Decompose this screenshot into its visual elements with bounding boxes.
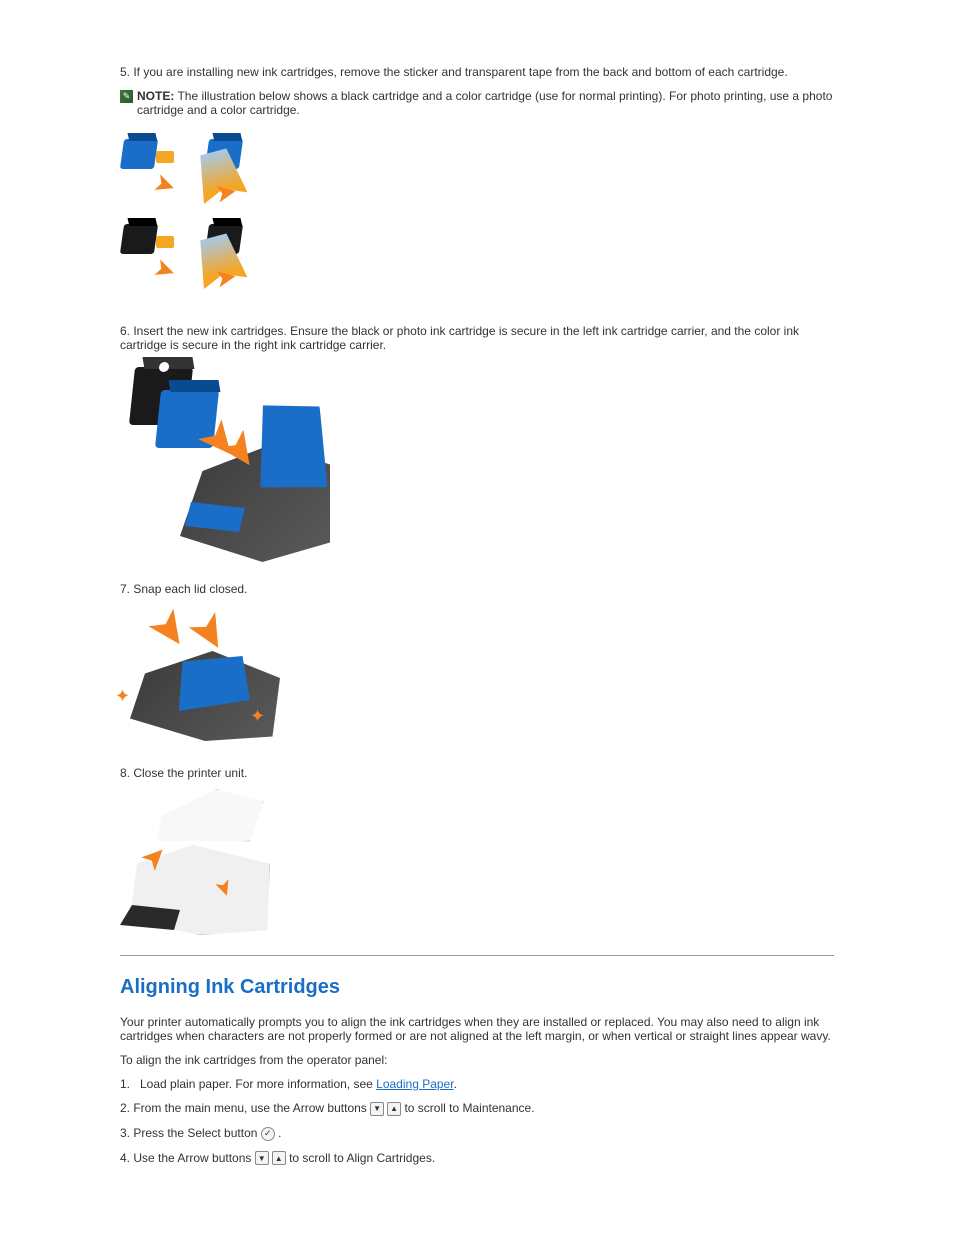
arrow-up-icon: ▲ — [272, 1151, 286, 1165]
section-heading: Aligning Ink Cartridges — [120, 976, 834, 999]
step2-text-b: to scroll to Maintenance. — [404, 1101, 534, 1115]
arrow-down-icon: ▼ — [370, 1102, 384, 1116]
insert-cartridge-illustration: ➤ ➤ — [120, 362, 834, 572]
close-printer-illustration: ➤ ➤ — [120, 790, 834, 935]
step4-text-b: to scroll to Align Cartridges. — [289, 1151, 435, 1165]
align-step1: 1. Load plain paper. For more informatio… — [120, 1077, 834, 1091]
arrow-down-icon: ▼ — [255, 1151, 269, 1165]
snap-lid-illustration: ➤ ➤ ✦ ✦ — [120, 606, 834, 756]
section-divider — [120, 955, 834, 956]
align-step4: 4. Use the Arrow buttons ▼ ▲ to scroll t… — [120, 1151, 834, 1166]
note-text: NOTE: The illustration below shows a bla… — [137, 89, 834, 117]
note-row: ✎ NOTE: The illustration below shows a b… — [120, 89, 834, 117]
tape-removal-illustration: ➤ ➤ ➤ ➤ — [120, 129, 834, 314]
arrow-buttons: ▼ ▲ — [370, 1102, 401, 1116]
arrow-buttons-2: ▼ ▲ — [255, 1151, 286, 1165]
step2-text-a: 2. From the main menu, use the Arrow but… — [120, 1101, 370, 1115]
note-label: NOTE: — [137, 89, 174, 103]
step3-text-a: 3. Press the Select button — [120, 1126, 261, 1140]
step4-text-a: 4. Use the Arrow buttons — [120, 1151, 255, 1165]
align-step3: 3. Press the Select button ✓ . — [120, 1126, 834, 1141]
note-icon: ✎ — [120, 90, 133, 103]
loading-paper-link[interactable]: Loading Paper — [376, 1077, 453, 1091]
step8-text: 8. Close the printer unit. — [120, 766, 834, 780]
align-step2: 2. From the main menu, use the Arrow but… — [120, 1101, 834, 1116]
select-button-icon: ✓ — [261, 1127, 275, 1141]
step6-text: 6. Insert the new ink cartridges. Ensure… — [120, 324, 834, 352]
note-body: The illustration below shows a black car… — [137, 89, 832, 117]
align-intro-text: Your printer automatically prompts you t… — [120, 1015, 834, 1043]
align-lead-text: To align the ink cartridges from the ope… — [120, 1053, 834, 1067]
step5-text: 5. If you are installing new ink cartrid… — [120, 65, 834, 79]
step7-text: 7. Snap each lid closed. — [120, 582, 834, 596]
arrow-up-icon: ▲ — [387, 1102, 401, 1116]
step3-text-b: . — [278, 1126, 281, 1140]
